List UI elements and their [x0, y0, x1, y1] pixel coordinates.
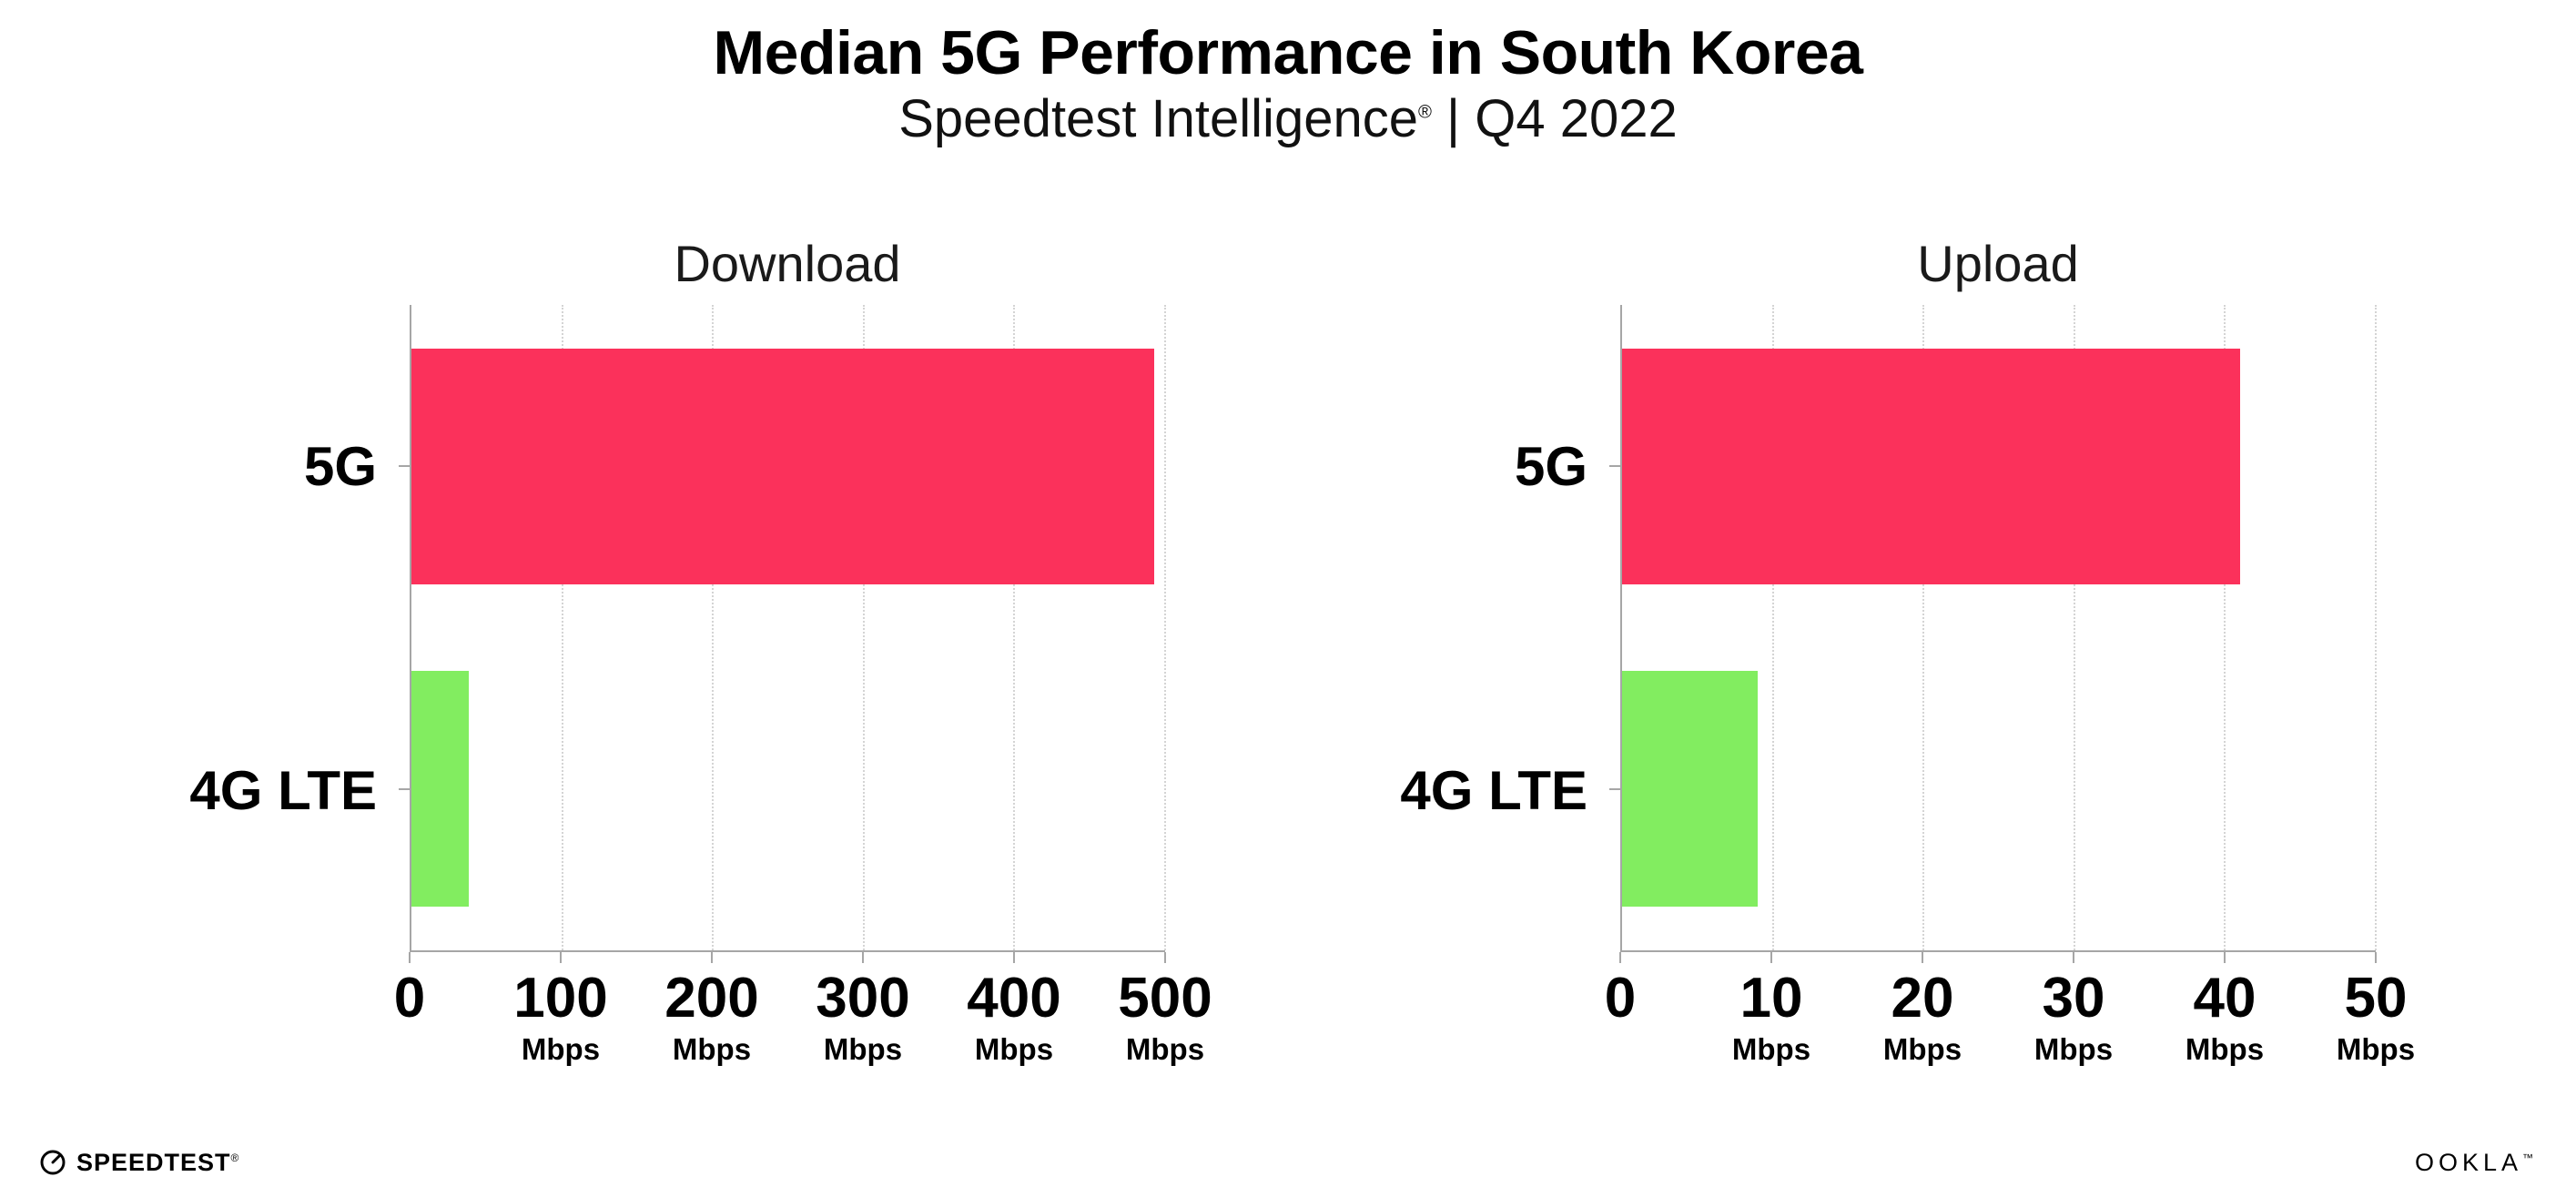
gridline [2073, 304, 2075, 950]
gridline [2224, 304, 2226, 950]
ookla-wordmark: OOKLA™ [2414, 1148, 2538, 1176]
footer: SPEEDTEST® OOKLA™ [38, 1148, 2538, 1177]
subtitle-period: | Q4 2022 [1431, 89, 1678, 149]
y-label-4g-lte: 4G LTE [189, 759, 377, 821]
x-tick-mark [2375, 951, 2377, 963]
charts-row: Download 5G 4G LTE 0 100 Mbps 200 Mbps 300 Mbps… [0, 233, 2576, 1107]
x-axis: 0 10 Mbps 20 Mbps 30 Mbps 40 Mbps 50 Mbps [1605, 951, 2415, 1107]
y-label-5g: 5G [303, 436, 377, 498]
bar-band [1622, 627, 2376, 950]
x-tick-mark [862, 951, 864, 963]
x-tick-mark [711, 951, 713, 963]
x-tick-mark [1922, 951, 1923, 963]
bar-4g-lte [411, 671, 469, 908]
x-axis: 0 100 Mbps 200 Mbps 300 Mbps 400 Mbps 500 Mbps [394, 951, 1212, 1107]
speedtest-registered-mark: ® [230, 1151, 240, 1164]
bar-band [1622, 305, 2376, 628]
gridline [561, 304, 563, 950]
bar-band [411, 627, 1165, 950]
speedtest-wordmark: SPEEDTEST® [76, 1148, 240, 1176]
y-tick-mark [399, 465, 410, 468]
bar-5g [411, 348, 1155, 584]
bar-band [411, 305, 1165, 628]
x-tick-mark [2073, 951, 2074, 963]
y-tick-mark [1609, 465, 1620, 468]
x-tick-label: 30 Mbps [2033, 966, 2114, 1066]
x-tick-label: 200 Mbps [664, 966, 759, 1066]
x-tick-label: 10 Mbps [1731, 966, 1811, 1066]
gridline [712, 304, 715, 950]
x-tick-mark [1619, 951, 1621, 963]
gridline [1771, 304, 1774, 950]
y-label-5g: 5G [1514, 436, 1587, 498]
bar-4g-lte [1622, 671, 1759, 908]
page-subtitle: Speedtest Intelligence® | Q4 2022 [0, 87, 2576, 151]
y-tick-mark [1609, 787, 1620, 790]
y-label-4g-lte: 4G LTE [1400, 759, 1587, 821]
x-tick-label: 0 [393, 966, 426, 1030]
ookla-trademark: ™ [2522, 1151, 2538, 1164]
x-tick-label: 50 Mbps [2336, 966, 2416, 1066]
x-tick-mark [560, 951, 562, 963]
upload-chart: Upload 5G 4G LTE 0 10 Mbps 20 Mbps 30 Mbps 40 Mbp… [1256, 233, 2415, 1107]
download-chart-title: Download [674, 234, 901, 292]
y-labels: 5G 4G LTE [1256, 305, 1620, 952]
chart-header: Median 5G Performance in South Korea Spe… [0, 0, 2576, 151]
x-tick-label: 20 Mbps [1882, 966, 1962, 1066]
gridline [2375, 304, 2377, 950]
x-tick-label: 400 Mbps [967, 966, 1061, 1066]
y-labels: 5G 4G LTE [46, 305, 410, 952]
upload-chart-title: Upload [1917, 234, 2079, 292]
plot-area [399, 304, 1166, 952]
x-axis-spacer [1256, 952, 1620, 1107]
bar-5g [1622, 348, 2240, 584]
x-tick-label: 40 Mbps [2185, 966, 2265, 1066]
speedtest-logo: SPEEDTEST® [38, 1148, 239, 1177]
subtitle-brand: Speedtest Intelligence [898, 89, 1418, 149]
gridline [1922, 304, 1925, 950]
registered-mark: ® [1417, 102, 1432, 123]
page-title: Median 5G Performance in South Korea [713, 18, 1863, 87]
download-chart: Download 5G 4G LTE 0 100 Mbps 200 Mbps 300 Mbps… [46, 233, 1212, 1107]
gridline [1013, 304, 1016, 950]
ookla-logo: OOKLA™ [2415, 1149, 2538, 1177]
x-tick-mark [1164, 951, 1166, 963]
x-tick-mark [1013, 951, 1015, 963]
plot-area [1609, 304, 2377, 952]
x-tick-label: 100 Mbps [513, 966, 608, 1066]
x-tick-mark [2224, 951, 2226, 963]
speedtest-gauge-icon [38, 1148, 67, 1177]
x-tick-label: 300 Mbps [816, 966, 910, 1066]
gridline [1164, 304, 1166, 950]
x-axis-spacer [46, 952, 410, 1107]
x-tick-label: 500 Mbps [1118, 966, 1212, 1066]
x-tick-label: 0 [1604, 966, 1637, 1030]
x-tick-mark [409, 951, 411, 963]
gridline [862, 304, 865, 950]
x-tick-mark [1770, 951, 1772, 963]
y-tick-mark [399, 787, 410, 790]
